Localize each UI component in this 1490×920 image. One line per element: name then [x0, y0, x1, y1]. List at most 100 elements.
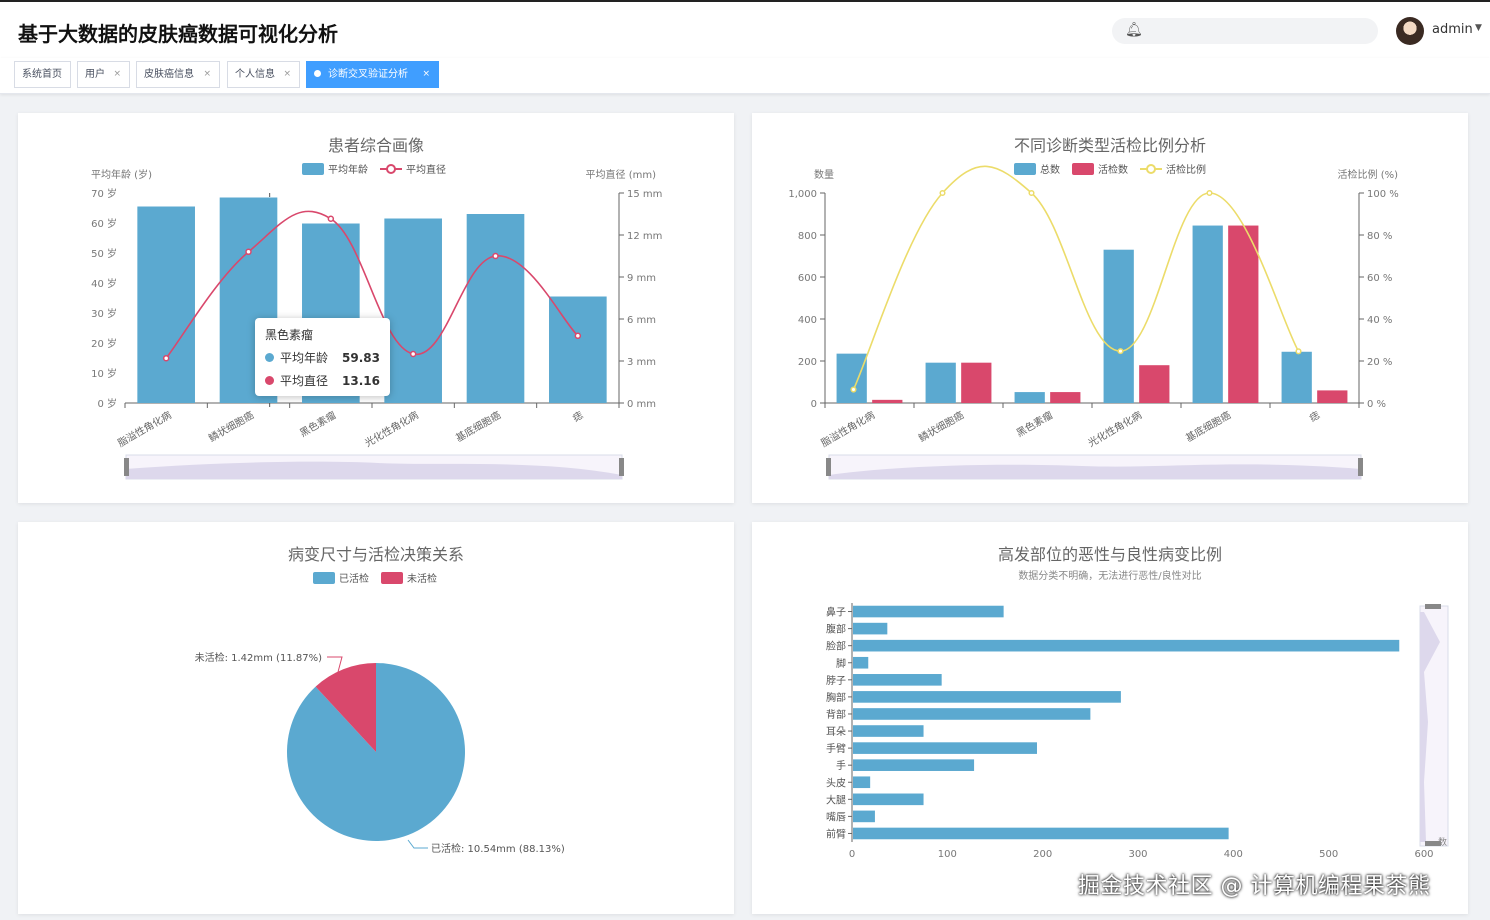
bar-biopsied[interactable] — [872, 399, 903, 403]
bar[interactable] — [853, 622, 888, 635]
line-point[interactable] — [939, 189, 946, 197]
close-icon[interactable]: × — [203, 69, 211, 79]
y-tick-label-left: 50 岁 — [91, 247, 117, 260]
x-tick-label: 0 — [849, 849, 855, 860]
biopsy-chart: 数量 活检比例 (%) 0 200 400 600 800 1,000 0 % 20 % 40 … — [788, 165, 1399, 480]
line-point[interactable] — [1117, 348, 1124, 355]
y-tick-label: 脸部 — [826, 640, 846, 653]
bar-total[interactable] — [1103, 249, 1134, 403]
y-axis-left-label: 平均年龄 (岁) — [91, 168, 152, 181]
legend-item[interactable]: 活检比例 — [1140, 161, 1206, 176]
close-icon[interactable]: × — [113, 69, 121, 79]
bar[interactable] — [549, 296, 607, 404]
line-point[interactable] — [327, 215, 335, 223]
legend-label: 平均直径 — [406, 165, 446, 176]
tooltip-row: 平均直径 13.16 — [265, 372, 380, 389]
bar[interactable] — [853, 691, 1121, 703]
bar[interactable] — [853, 742, 1037, 754]
bell-icon[interactable]: 🔔︎ — [1125, 22, 1143, 38]
line-point[interactable] — [574, 332, 582, 340]
chart-tooltip: 黑色素瘤 平均年龄 59.83 平均直径 13.16 — [255, 318, 390, 396]
bar[interactable] — [853, 639, 1400, 652]
slider-handle-left[interactable] — [826, 458, 831, 476]
legend-label: 活检数 — [1098, 165, 1128, 176]
slider-handle-top[interactable] — [1425, 604, 1441, 609]
tooltip-title: 黑色素瘤 — [265, 328, 314, 342]
bar-total[interactable] — [925, 362, 956, 403]
legend-line-swatch — [380, 163, 402, 174]
legend-item[interactable]: 平均年龄 — [302, 161, 368, 176]
y-tick-label-left: 200 — [798, 357, 817, 368]
bar[interactable] — [853, 759, 975, 771]
x-tick-label: 100 — [938, 849, 957, 860]
tooltip-label: 平均年龄 — [280, 351, 329, 365]
line-point[interactable] — [492, 252, 499, 260]
x-tick-label: 基底细胞癌 — [453, 408, 503, 444]
top-bar: 基于大数据的皮肤癌数据可视化分析 🔔︎ admin ▼ — [0, 0, 1490, 58]
bar-total[interactable] — [1281, 351, 1312, 403]
x-tick-label: 基底细胞癌 — [1183, 408, 1233, 444]
tab-profile[interactable]: 个人信息 × — [227, 61, 300, 88]
bar-total[interactable] — [1014, 392, 1045, 403]
data-zoom-slider[interactable] — [124, 454, 624, 480]
line-point[interactable] — [1028, 189, 1035, 197]
data-zoom-slider-vertical[interactable] — [1419, 604, 1449, 847]
tab-skin-cancer-info[interactable]: 皮肤癌信息 × — [136, 61, 220, 88]
bar[interactable] — [853, 656, 869, 669]
search-input[interactable]: 🔔︎ — [1112, 18, 1378, 44]
slider-handle-left[interactable] — [124, 458, 129, 476]
line-point[interactable] — [245, 248, 252, 256]
slider-handle-right[interactable] — [1358, 458, 1363, 476]
bar[interactable] — [853, 605, 1004, 618]
chevron-down-icon[interactable]: ▼ — [1475, 23, 1482, 33]
legend-item[interactable]: 总数 — [1014, 161, 1060, 176]
slider-handle-right[interactable] — [619, 458, 624, 476]
pie-chart: 已活检: 10.54mm (88.13%) 未活检: 1.42mm (11.87%… — [195, 651, 565, 855]
tab-home[interactable]: 系统首页 — [14, 61, 71, 88]
data-zoom-slider[interactable] — [826, 454, 1363, 480]
legend-label: 总数 — [1040, 165, 1060, 176]
line-point[interactable] — [1206, 189, 1213, 197]
bar[interactable] — [853, 674, 942, 686]
line-point[interactable] — [162, 354, 170, 362]
tab-label: 诊断交叉验证分析 — [328, 69, 408, 80]
tab-users[interactable]: 用户 × — [77, 61, 130, 88]
pie-slice[interactable] — [315, 663, 376, 752]
legend-swatch — [1014, 162, 1036, 175]
legend-item[interactable]: 活检数 — [1072, 161, 1128, 176]
slider-handle-bottom[interactable] — [1425, 841, 1441, 846]
y-tick-label-left: 0 岁 — [97, 397, 117, 410]
close-icon[interactable]: × — [283, 69, 291, 79]
bar[interactable] — [853, 725, 924, 737]
bar[interactable] — [853, 793, 924, 806]
bar[interactable] — [853, 827, 1229, 840]
series-line[interactable] — [165, 210, 579, 359]
bar[interactable] — [853, 810, 875, 823]
bar[interactable] — [384, 218, 442, 404]
close-icon[interactable]: × — [422, 69, 430, 79]
bar[interactable] — [137, 206, 195, 404]
bar-biopsied[interactable] — [1139, 365, 1170, 403]
x-tick-label: 脂溢性角化病 — [115, 408, 173, 449]
bar-biopsied[interactable] — [1228, 225, 1259, 403]
bar[interactable] — [853, 776, 871, 789]
bar[interactable] — [853, 708, 1091, 720]
legend-item[interactable]: 平均直径 — [380, 161, 446, 176]
bar[interactable] — [466, 214, 525, 403]
x-tick-label: 脂溢性角化病 — [819, 408, 877, 449]
bar-biopsied[interactable] — [961, 362, 992, 403]
avatar[interactable] — [1396, 17, 1424, 45]
tab-diagnosis-cross-validation[interactable]: 诊断交叉验证分析 × — [306, 61, 439, 88]
line-point[interactable] — [1295, 348, 1302, 355]
series-line[interactable] — [852, 165, 1300, 390]
x-tick-label: 鳞状细胞癌 — [916, 408, 966, 444]
line-point[interactable] — [409, 350, 417, 358]
legend-item[interactable]: 已活检 — [313, 570, 369, 585]
bar-total[interactable] — [1192, 225, 1223, 403]
user-name[interactable]: admin — [1432, 22, 1473, 37]
bar-biopsied[interactable] — [1317, 390, 1348, 403]
legend-item[interactable]: 未活检 — [381, 570, 437, 585]
line-point[interactable] — [850, 386, 857, 393]
bar-biopsied[interactable] — [1050, 392, 1081, 403]
bar-total[interactable] — [836, 353, 867, 403]
